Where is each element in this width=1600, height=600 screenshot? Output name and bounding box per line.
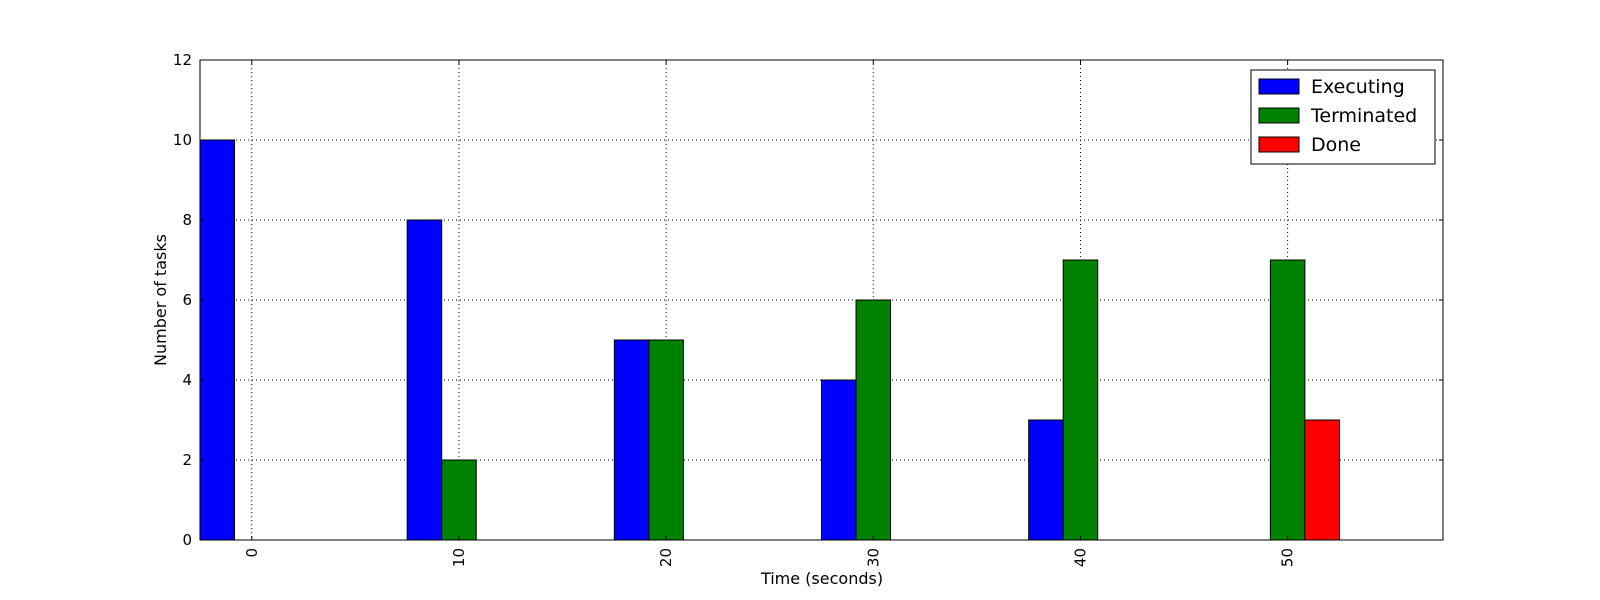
bar-terminated-30 [855,299,892,541]
x-tick-label: 20 [657,548,675,567]
legend-label-done: Done [1311,134,1361,156]
legend-swatch-terminated [1258,107,1300,124]
bar-done-50 [1304,419,1340,541]
bar-terminated-40 [1062,259,1099,541]
bar-executing-20 [613,339,650,541]
x-axis-label: Time (seconds) [760,569,883,588]
x-tick-label: 30 [864,548,882,567]
bar-terminated-50 [1269,259,1306,541]
legend-label-terminated: Terminated [1310,105,1417,127]
bar-executing-10 [406,219,443,541]
y-tick-label: 2 [182,451,192,469]
bar-executing-40 [1028,419,1064,541]
axis-ticks: 0 2 4 6 8 10 12 0 10 20 30 40 50 [173,51,1443,567]
x-tick-label: 50 [1279,548,1297,567]
bar-terminated-20 [648,339,684,541]
legend-label-executing: Executing [1311,76,1405,98]
bar-executing-0 [199,139,236,541]
legend-swatch-executing [1258,78,1300,95]
x-tick-label: 10 [450,548,468,567]
y-tick-label: 8 [182,211,192,229]
y-tick-label: 4 [182,371,192,389]
y-axis-label: Number of tasks [151,234,170,366]
y-tick-label: 10 [173,131,192,149]
legend: Executing Terminated Done [1250,69,1436,165]
bar-terminated-10 [441,459,477,541]
y-tick-label: 0 [182,531,192,549]
bar-executing-30 [821,379,857,541]
legend-swatch-done [1258,136,1300,153]
x-tick-label: 0 [243,548,261,558]
x-tick-label: 40 [1071,548,1089,567]
y-tick-label: 12 [173,51,192,69]
y-tick-label: 6 [182,291,192,309]
bars [199,139,1340,541]
